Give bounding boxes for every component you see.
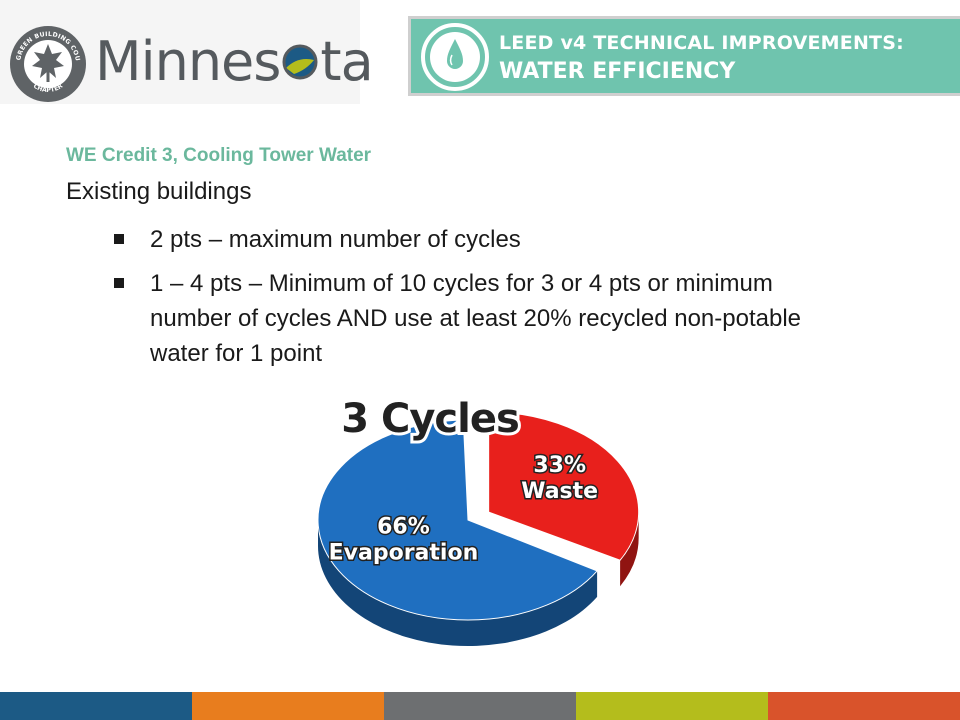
bullet-text: 1 – 4 pts – Minimum of 10 cycles for 3 o… <box>150 270 802 367</box>
chart-title: 3 Cycles <box>341 396 519 442</box>
pie-slice-evaporation <box>317 419 598 621</box>
bullet-list: 2 pts – maximum number of cycles 1 – 4 p… <box>114 222 814 380</box>
pie-slice-waste <box>488 411 640 561</box>
slide-heading: Existing buildings <box>66 178 252 205</box>
banner-title-line2: WATER EFFICIENCY <box>499 59 736 84</box>
footer-segment <box>192 692 384 720</box>
usgbc-seal-icon: U.S. GREEN BUILDING COUNCIL CHAPTER <box>8 24 86 102</box>
pie-slice-percent-label: 66% <box>377 514 430 539</box>
wordmark-o-icon <box>282 44 318 80</box>
pie-slice-name-label: Evaporation <box>329 540 479 565</box>
cycles-pie-chart: 3 Cycles 33%Waste 66%Evaporation <box>317 393 640 646</box>
pie-slice-side <box>620 512 639 587</box>
square-bullet-icon <box>114 234 124 244</box>
wordmark-part-b: ta <box>320 30 373 93</box>
seal-bottom-text: CHAPTER <box>32 83 64 95</box>
footer-segment <box>768 692 960 720</box>
wordmark-part-a: Minnes <box>95 30 281 93</box>
pie-slice-percent-label: 33% <box>533 453 586 478</box>
water-drop-icon <box>421 23 489 91</box>
bullet-item: 2 pts – maximum number of cycles <box>114 222 814 257</box>
bullet-item: 1 – 4 pts – Minimum of 10 cycles for 3 o… <box>114 266 814 371</box>
footer-color-bar <box>0 692 960 720</box>
pie-slice-name-label: Waste <box>521 479 598 504</box>
footer-segment <box>576 692 768 720</box>
banner-title-line1: LEED v4 TECHNICAL IMPROVEMENTS: <box>499 32 904 54</box>
footer-segment <box>384 692 576 720</box>
title-banner: LEED v4 TECHNICAL IMPROVEMENTS: WATER EF… <box>408 16 960 96</box>
square-bullet-icon <box>114 278 124 288</box>
pie-body <box>317 411 640 646</box>
bullet-text: 2 pts – maximum number of cycles <box>150 226 521 253</box>
svg-text:CHAPTER: CHAPTER <box>32 83 64 95</box>
usgbc-minnesota-logo: U.S. GREEN BUILDING COUNCIL CHAPTER Minn… <box>0 0 374 104</box>
minnesota-wordmark: Minnes ta <box>95 26 374 98</box>
footer-segment <box>0 692 192 720</box>
pie-slice-side <box>318 520 598 646</box>
slide-subtitle: WE Credit 3, Cooling Tower Water <box>66 145 372 166</box>
banner-background: LEED v4 TECHNICAL IMPROVEMENTS: WATER EF… <box>411 19 960 93</box>
